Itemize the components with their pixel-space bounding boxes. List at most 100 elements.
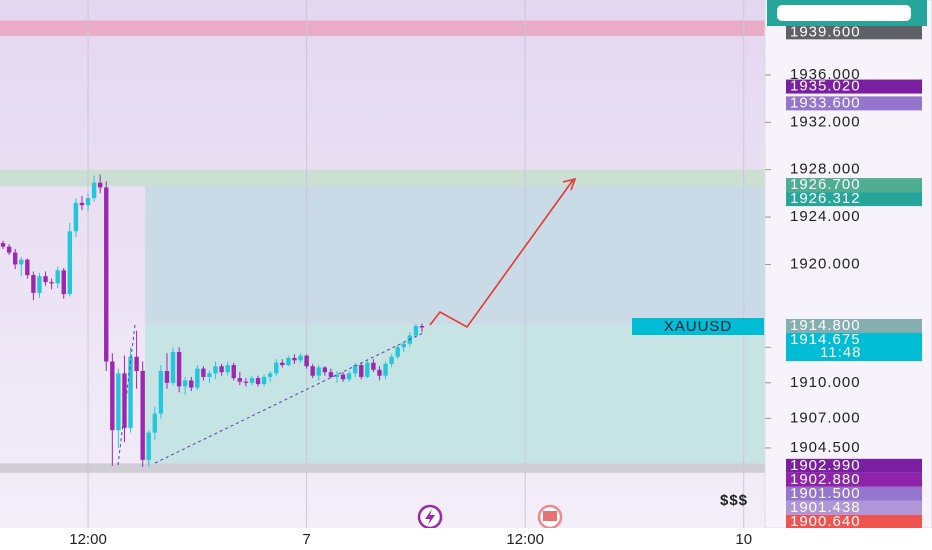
price-badge [786,178,922,193]
candle-body [419,325,425,328]
symbol: XAUUSD [664,318,733,335]
candle-body [67,231,73,295]
price-badge-label: 1901.500 [790,485,861,502]
candle-body [128,356,133,428]
candle-body [116,373,121,431]
x-tick-label: 12:00 [69,531,107,548]
price-badge-label: 1933.600 [790,94,861,111]
candle-body [85,198,91,206]
candle-body [389,356,394,364]
candle-body [201,368,206,377]
arrow-head [562,177,577,191]
price-badge-label: 1902.880 [790,471,861,488]
event-icon-flag [543,511,557,521]
y-tick-label: 1924.000 [790,208,861,225]
candle-body [189,380,194,388]
candle-body [371,362,376,370]
y-tick-label: 1920.000 [790,255,861,272]
price-badge [786,192,922,207]
countdown-badge [786,346,922,361]
price-badge-label: 1935.020 [790,78,861,95]
candle-body [110,361,115,431]
price-badge [786,486,922,501]
candle-body [55,270,60,284]
candle-body [243,381,249,383]
candle-body [255,378,261,385]
price-badge [786,514,922,529]
candle-body [49,282,54,284]
candle-body [140,370,145,460]
candle-body [213,366,218,374]
price-badge [786,79,922,94]
candle-body [292,357,297,361]
zone [0,463,765,473]
trend-line [154,331,426,464]
candle-body [43,276,48,283]
candle-body [73,202,79,232]
price-badge [786,332,922,347]
price-badge [786,318,922,333]
candle-body [170,352,176,383]
candle-body [346,373,352,380]
price-badge [786,472,922,487]
candle-body [122,373,127,428]
candle-body [298,355,303,361]
event-icon-bolt [425,509,435,525]
x-tick-label: 7 [302,531,310,548]
candle-body [316,367,321,376]
x-tick-label: 12:00 [506,531,544,548]
candle-body [261,376,267,385]
candle-body [237,378,243,382]
projection-arrow [429,179,574,329]
candle-body [395,347,400,357]
symbol-badge [632,318,764,335]
candle-body [158,370,164,414]
candle-body [219,366,224,373]
annotation: $$$ [720,492,748,509]
candle-body [134,356,139,371]
y-tick-label: 1932.000 [790,113,861,130]
price-badge-label: 1926.312 [790,190,861,207]
candle-body [340,374,346,380]
candle-body [304,355,309,367]
y-tick-label: 1928.000 [790,161,861,178]
candle-body [152,413,158,433]
candle-body [146,432,151,460]
candle-body [328,372,334,377]
candle-body [377,369,382,376]
candle-body [383,363,388,376]
candle-body [322,367,328,373]
candle-body [19,259,24,265]
candle-body [225,365,230,373]
candle-body [91,182,97,199]
candle-body [25,259,30,276]
candle-body [310,366,315,376]
price-badge [786,96,922,111]
candle-body [104,187,109,362]
candle-body [6,246,12,253]
candle-body [195,368,200,388]
price-badge-label: 1914.675 [790,331,861,348]
candle-body [401,343,406,348]
drawings [117,177,577,466]
price-badge [786,500,922,515]
candle-body [97,182,103,188]
candle-body [207,373,212,377]
price-badge-label: 1900.640 [790,513,861,530]
candle-body [176,352,182,387]
candle-body [274,362,279,374]
time-axis-background [0,528,932,550]
candle-body [413,325,419,336]
zone [0,169,765,187]
candle-body [37,276,42,293]
candle-body [61,270,66,295]
candle-body [365,362,370,377]
x-tick-label: 10 [735,531,752,548]
price-badge-label: 1926.700 [790,176,861,193]
price-badge-label: 1914.800 [790,317,861,334]
candle-body [359,365,364,377]
countdown: 11:48 [820,344,861,361]
y-tick-label: 1936.000 [790,66,861,83]
candle-body [31,275,36,293]
